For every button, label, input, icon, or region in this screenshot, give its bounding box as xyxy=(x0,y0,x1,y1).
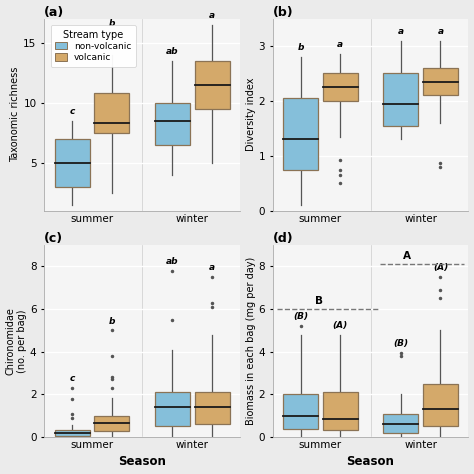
Bar xyxy=(194,392,229,424)
Bar xyxy=(194,61,229,109)
Bar xyxy=(383,73,419,126)
Text: B: B xyxy=(315,296,323,306)
Text: c: c xyxy=(70,107,75,116)
Bar xyxy=(155,103,190,145)
Y-axis label: Taxonomic richness: Taxonomic richness xyxy=(10,67,20,163)
Bar xyxy=(383,414,419,433)
Text: c: c xyxy=(70,374,75,383)
Text: (B): (B) xyxy=(293,312,308,321)
Text: a: a xyxy=(209,11,215,20)
Text: b: b xyxy=(109,19,115,28)
Bar xyxy=(55,139,90,187)
Text: b: b xyxy=(109,317,115,326)
X-axis label: Season: Season xyxy=(346,456,394,468)
Legend: non-volcanic, volcanic: non-volcanic, volcanic xyxy=(51,25,136,66)
Text: a: a xyxy=(337,40,343,49)
Text: ab: ab xyxy=(166,47,179,56)
Y-axis label: Diversity index: Diversity index xyxy=(246,78,255,151)
Text: ab: ab xyxy=(166,257,179,266)
Text: (d): (d) xyxy=(273,232,293,245)
Text: (A): (A) xyxy=(333,321,348,330)
Bar xyxy=(55,429,90,436)
Y-axis label: Biomass in each bag (mg per day): Biomass in each bag (mg per day) xyxy=(246,257,255,425)
Text: (a): (a) xyxy=(44,6,64,18)
Text: (c): (c) xyxy=(44,232,64,245)
Y-axis label: Chironomidae
(no. per bag): Chironomidae (no. per bag) xyxy=(6,307,27,375)
Bar xyxy=(423,384,458,427)
Bar xyxy=(283,394,318,428)
Bar xyxy=(94,416,129,431)
Text: (b): (b) xyxy=(273,6,293,18)
Text: (A): (A) xyxy=(433,263,448,272)
Text: a: a xyxy=(438,27,444,36)
Text: b: b xyxy=(297,43,304,52)
Bar xyxy=(94,93,129,133)
Text: (B): (B) xyxy=(393,339,409,348)
Text: a: a xyxy=(398,27,404,36)
Bar xyxy=(283,98,318,170)
Bar xyxy=(323,73,358,101)
X-axis label: Season: Season xyxy=(118,456,166,468)
Bar xyxy=(155,392,190,427)
Bar xyxy=(323,392,358,429)
Text: a: a xyxy=(209,263,215,272)
Bar xyxy=(423,68,458,95)
Text: A: A xyxy=(403,251,411,261)
